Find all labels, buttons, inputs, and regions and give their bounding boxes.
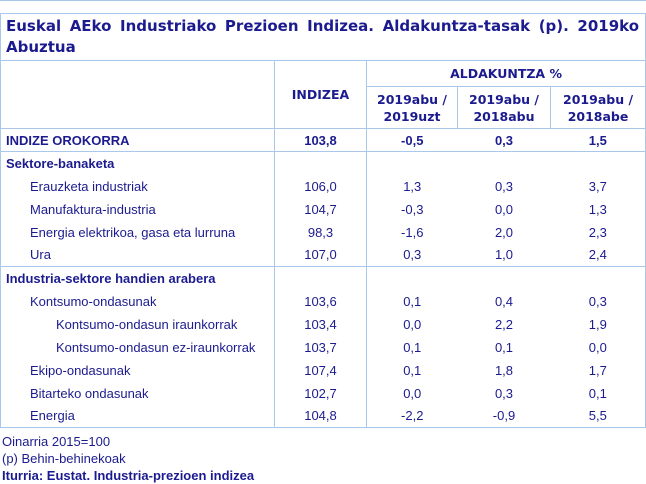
row-label: Kontsumo-ondasunak [0, 289, 275, 313]
column-subheader-0: 2019abu / 2019uzt [366, 86, 458, 129]
source-line: Iturria: Eustat. Industria-prezioen indi… [2, 468, 255, 483]
cell-change-value: 0,3 [457, 128, 551, 152]
row-label: Energia elektrikoa, gasa eta lurruna [0, 220, 275, 244]
page-title: Euskal AEko Industriako Prezioen Indizea… [0, 13, 646, 61]
footnote-provisional: (p) Behin-behinekoak [2, 451, 126, 466]
table-row: Bitarteko ondasunak 102,7 0,0 0,3 0,1 [0, 381, 646, 405]
cell-change-value: 0,1 [403, 339, 422, 355]
footnotes: Oinarria 2015=100 (p) Behin-behinekoak I… [0, 433, 646, 484]
cell-index-value: 103,6 [274, 289, 367, 313]
row-label: Kontsumo-ondasun iraunkorrak [0, 312, 275, 336]
cell-index-value: 104,7 [274, 197, 367, 221]
table-header: Euskal AEko Industriako Prezioen Indizea… [0, 13, 646, 129]
cell-change-value: -0,3 [401, 201, 424, 217]
cell-change-value: 0,3 [403, 247, 422, 263]
row-label: Bitarteko ondasunak [0, 381, 275, 405]
corner-cell [0, 60, 275, 129]
cell-index-value: 103,4 [274, 312, 367, 336]
cell-change-value [457, 266, 551, 290]
cell-change-value: 0,1 [403, 293, 422, 309]
cell-index-value [274, 151, 367, 175]
cell-change-value: 1,9 [588, 316, 607, 332]
cell-change-value: 1,0 [494, 247, 514, 263]
column-group-header-aldakuntza: ALDAKUNTZA % [365, 60, 646, 87]
cell-change-value: 2,0 [494, 224, 514, 240]
cell-change-value: 1,3 [403, 178, 422, 194]
table-row: Ura 107,0 0,3 1,0 2,4 [0, 243, 646, 267]
table-row: Industria-sektore handien arabera [0, 266, 646, 290]
cell-change-value: 0,3 [588, 293, 607, 309]
price-index-table: Euskal AEko Industriako Prezioen Indizea… [0, 13, 646, 428]
cell-change-value: 2,3 [588, 224, 607, 240]
cell-index-value: 98,3 [274, 220, 367, 244]
top-divider [0, 0, 646, 1]
cell-change-value: 0,0 [403, 316, 422, 332]
cell-change-value: 5,5 [588, 408, 607, 424]
cell-index-value: 106,0 [274, 174, 367, 198]
cell-change-value: 2,2 [494, 316, 514, 332]
cell-change-value [366, 266, 458, 290]
cell-change-value: 0,4 [494, 293, 514, 309]
cell-change-value [550, 151, 646, 175]
cell-change-value [366, 151, 458, 175]
table-row: Energia elektrikoa, gasa eta lurruna 98,3… [0, 220, 646, 244]
row-label: Energia [0, 404, 275, 428]
cell-change-value: 1,3 [588, 201, 607, 217]
cell-change-value: 3,7 [588, 178, 607, 194]
cell-change-value: 0,0 [588, 339, 607, 355]
column-subheader-2: 2019abu / 2018abe [549, 86, 646, 129]
cell-change-value [457, 151, 551, 175]
table-row: INDIZE OROKORRA 103,8 -0,5 0,3 1,5 [0, 128, 646, 152]
cell-index-value: 104,8 [274, 404, 367, 428]
cell-index-value: 103,8 [274, 128, 367, 152]
cell-change-value: -1,6 [401, 224, 424, 240]
row-label: Manufaktura-industria [0, 197, 275, 221]
row-label: Ekipo-ondasunak [0, 358, 275, 382]
table-row: Sektore-banaketa [0, 151, 646, 175]
row-label: Kontsumo-ondasun ez-iraunkorrak [0, 335, 275, 359]
row-label: INDIZE OROKORRA [0, 128, 275, 152]
row-label: Erauzketa industriak [0, 174, 275, 198]
title-row: Euskal AEko Industriako Prezioen Indizea… [0, 13, 646, 61]
table-row: Kontsumo-ondasun ez-iraunkorrak 103,7 0,1 0… [0, 335, 646, 359]
cell-change-value: -2,2 [401, 408, 424, 424]
header-group-row: INDIZEA ALDAKUNTZA % [0, 60, 646, 129]
header-subrow: 2019abu / 2019uzt 2019abu / 2018abu 2019ab… [1, 86, 646, 129]
table-row: Kontsumo-ondasunak 103,6 0,1 0,4 0,3 [0, 289, 646, 313]
column-subheader-1: 2019abu / 2018abu [457, 86, 551, 129]
cell-change-value: -0,9 [492, 408, 516, 424]
column-header-indizea: INDIZEA [274, 60, 367, 129]
cell-change-value: 0,0 [494, 201, 514, 217]
table-row: Ekipo-ondasunak 107,4 0,1 1,8 1,7 [0, 358, 646, 382]
table-row: Kontsumo-ondasun iraunkorrak 103,4 0,0 2,2 1… [0, 312, 646, 336]
table-row: Erauzketa industriak 106,0 1,3 0,3 3,7 [0, 174, 646, 198]
cell-index-value: 107,4 [274, 358, 367, 382]
cell-change-value: 1,5 [550, 128, 646, 152]
cell-change-value: 0,1 [588, 385, 607, 401]
cell-change-value [550, 266, 646, 290]
table-body: INDIZE OROKORRA 103,8 -0,5 0,3 1,5 Sektore-ba… [0, 128, 646, 428]
row-label: Sektore-banaketa [0, 151, 275, 175]
cell-change-value: 2,4 [588, 247, 607, 263]
cell-change-value: 1,8 [494, 362, 514, 378]
cell-change-value: 0,3 [494, 178, 514, 194]
table-row: Energia 104,8 -2,2 -0,9 5,5 [0, 404, 646, 428]
row-label: Ura [0, 243, 275, 267]
cell-change-value: -0,5 [366, 128, 458, 152]
cell-change-value: 0,3 [494, 385, 514, 401]
cell-change-value: 0,1 [403, 362, 422, 378]
cell-change-value: 0,1 [494, 339, 514, 355]
cell-index-value [274, 266, 367, 290]
cell-index-value: 107,0 [274, 243, 367, 267]
table-row: Manufaktura-industria 104,7 -0,3 0,0 1,3 [0, 197, 646, 221]
cell-index-value: 103,7 [274, 335, 367, 359]
row-label: Industria-sektore handien arabera [0, 266, 275, 290]
footnote-base: Oinarria 2015=100 [2, 434, 111, 449]
cell-change-value: 1,7 [588, 362, 607, 378]
cell-change-value: 0,0 [403, 385, 422, 401]
cell-index-value: 102,7 [274, 381, 367, 405]
